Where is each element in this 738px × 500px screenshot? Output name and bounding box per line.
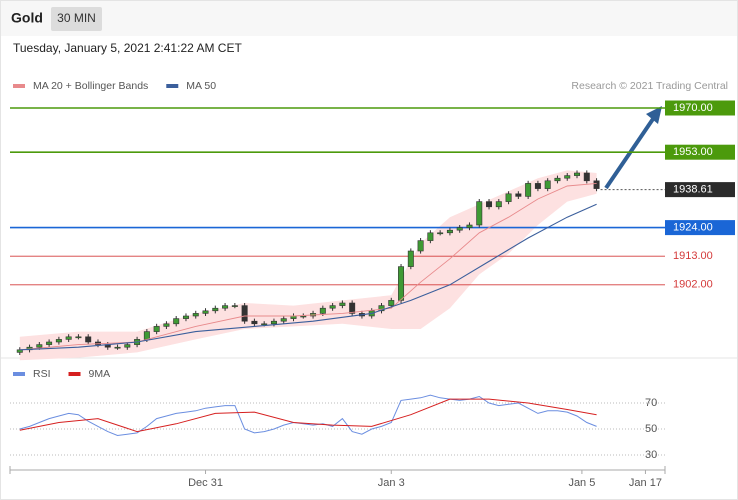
bollinger-band: [19, 170, 597, 361]
candle-body: [251, 320, 258, 325]
rsi-line: [19, 394, 597, 437]
candle-body: [261, 323, 268, 326]
candle-body: [85, 336, 92, 343]
candle-body: [534, 183, 541, 189]
candle-body: [456, 227, 463, 231]
candle-body: [36, 344, 43, 348]
candle-body: [212, 307, 219, 312]
candle-body: [505, 193, 512, 202]
y-tick-label: 50: [645, 423, 657, 435]
level-label-bg: [665, 144, 735, 160]
candle-body: [173, 318, 180, 325]
legend-swatch: [13, 372, 25, 376]
level-label: 1953.00: [673, 146, 713, 158]
candle-body: [495, 201, 502, 208]
timestamp: Tuesday, January 5, 2021 2:41:22 AM CET: [13, 41, 242, 55]
candle-body: [192, 313, 199, 317]
rsi-panel: RSI 9MA 30 50 70 Dec 31 Jan 3 Jan 5 Jan 17: [9, 368, 666, 489]
last-price-bg: [665, 182, 735, 198]
legend-label: MA 20 + Bollinger Bands: [33, 80, 148, 92]
x-tick-label: Jan 3: [378, 477, 405, 489]
candle-body: [544, 180, 551, 189]
level-label: 1924.00: [673, 222, 713, 234]
candle-body: [114, 346, 121, 349]
level-label: 1902.00: [673, 279, 713, 291]
candle-body: [437, 232, 444, 235]
candle-body: [280, 318, 287, 322]
candle-body: [319, 307, 326, 314]
symbol: Gold: [11, 10, 43, 26]
interval[interactable]: 30 MIN: [57, 11, 96, 25]
level-label: 1913.00: [673, 250, 713, 262]
candle-body: [153, 326, 160, 332]
candle-body: [222, 305, 229, 309]
interval-badge[interactable]: [51, 7, 102, 31]
candle-body: [574, 172, 581, 176]
legend-swatch: [13, 84, 25, 88]
legend-swatch: [68, 372, 81, 376]
candle-body: [241, 305, 248, 322]
source-note: Research © 2021 Trading Central: [571, 80, 728, 92]
candle-body: [163, 323, 170, 327]
candle-body: [300, 315, 307, 318]
candle-body: [554, 177, 561, 182]
legend-label: MA 50: [186, 80, 216, 92]
candle-body: [182, 315, 189, 319]
candle-body: [75, 336, 82, 339]
candle-body: [417, 240, 424, 252]
candle-body: [525, 183, 532, 197]
x-tick-label: Jan 5: [568, 477, 595, 489]
candle-body: [202, 310, 209, 314]
forecast-arrowhead: [646, 106, 662, 124]
candle-body: [427, 232, 434, 241]
legend-label: RSI: [33, 368, 51, 380]
candle-body: [231, 305, 238, 307]
candle-body: [270, 320, 277, 325]
price-panel: MA 20 + Bollinger Bands MA 50 Research © 2…: [10, 80, 735, 361]
candle-body: [476, 201, 483, 226]
candle-body: [124, 344, 131, 348]
candle-body: [378, 305, 385, 312]
candle-body: [564, 175, 571, 179]
level-label-bg: [665, 220, 735, 236]
candle-body: [515, 193, 522, 197]
candle-body: [339, 302, 346, 306]
legend-swatch: [166, 84, 179, 88]
x-tick-label: Dec 31: [188, 477, 223, 489]
rsi-line: [19, 398, 597, 433]
moving-average: [19, 182, 597, 351]
moving-average: [19, 203, 597, 351]
candle-body: [486, 201, 493, 208]
last-price-label: 1938.61: [673, 184, 713, 196]
x-tick-label: Jan 17: [629, 477, 662, 489]
level-label: 1970.00: [673, 102, 713, 114]
candle-body: [46, 341, 53, 345]
candle-body: [16, 349, 23, 353]
candle-body: [593, 180, 600, 189]
candle-body: [583, 172, 590, 182]
candle-body: [446, 229, 453, 234]
candle-body: [407, 250, 414, 267]
candle-body: [65, 336, 72, 340]
y-tick-label: 30: [645, 449, 657, 461]
level-label-bg: [665, 100, 735, 116]
candle-body: [329, 305, 336, 309]
candle-body: [55, 339, 62, 343]
y-tick-label: 70: [645, 397, 657, 409]
candle-body: [398, 266, 405, 301]
legend-label: 9MA: [89, 368, 111, 380]
candle-body: [143, 331, 150, 340]
header-bar: [1, 1, 737, 36]
candle-body: [466, 224, 473, 228]
candle-body: [349, 302, 356, 314]
candle-body: [388, 300, 395, 306]
